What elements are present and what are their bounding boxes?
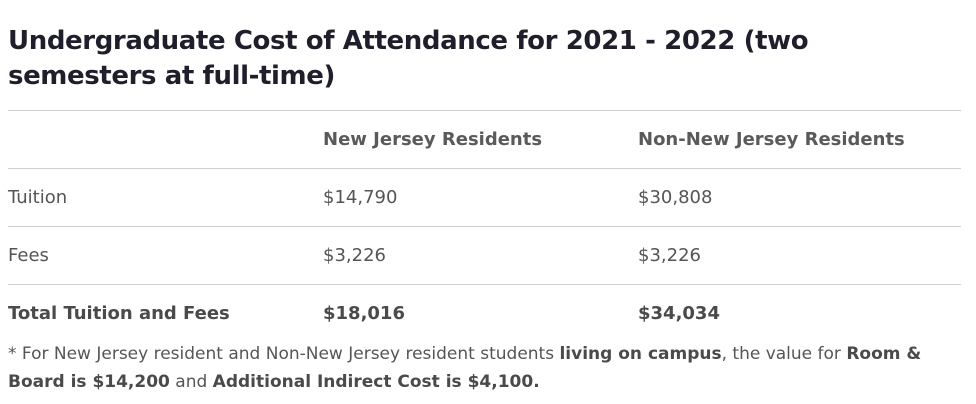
row-label: Total Tuition and Fees xyxy=(8,303,230,324)
footnote-text: and xyxy=(169,372,213,392)
header-non-nj-residents: Non-New Jersey Residents xyxy=(638,110,961,169)
table-row-total: Total Tuition and Fees $18,016 $34,034 xyxy=(8,285,961,343)
footnote-bold-indirect: Additional Indirect Cost is $4,100. xyxy=(212,372,540,392)
non-nj-value: $3,226 xyxy=(638,226,961,285)
non-nj-value: $34,034 xyxy=(638,303,720,324)
footnote: * For New Jersey resident and Non-New Je… xyxy=(8,340,961,396)
non-nj-value: $30,808 xyxy=(638,168,961,227)
table-header-row: New Jersey Residents Non-New Jersey Resi… xyxy=(8,110,961,169)
footnote-bold-living: living on campus xyxy=(559,344,722,364)
page-title: Undergraduate Cost of Attendance for 202… xyxy=(8,26,809,91)
table-row-tuition: Tuition $14,790 $30,808 xyxy=(8,168,961,227)
footnote-bold-room-board: Room & Board is $14,200 xyxy=(8,344,922,392)
nj-value: $3,226 xyxy=(323,226,638,285)
cost-table: New Jersey Residents Non-New Jersey Resi… xyxy=(8,110,961,342)
row-label: Tuition xyxy=(8,168,323,227)
row-label: Fees xyxy=(8,226,323,285)
footnote-text: , the value for xyxy=(721,344,847,364)
footnote-text: * For New Jersey resident and Non-New Je… xyxy=(8,344,560,364)
table-row-fees: Fees $3,226 $3,226 xyxy=(8,226,961,285)
nj-value: $18,016 xyxy=(323,303,405,324)
nj-value: $14,790 xyxy=(323,168,638,227)
header-empty xyxy=(8,110,323,169)
header-nj-residents: New Jersey Residents xyxy=(323,110,638,169)
